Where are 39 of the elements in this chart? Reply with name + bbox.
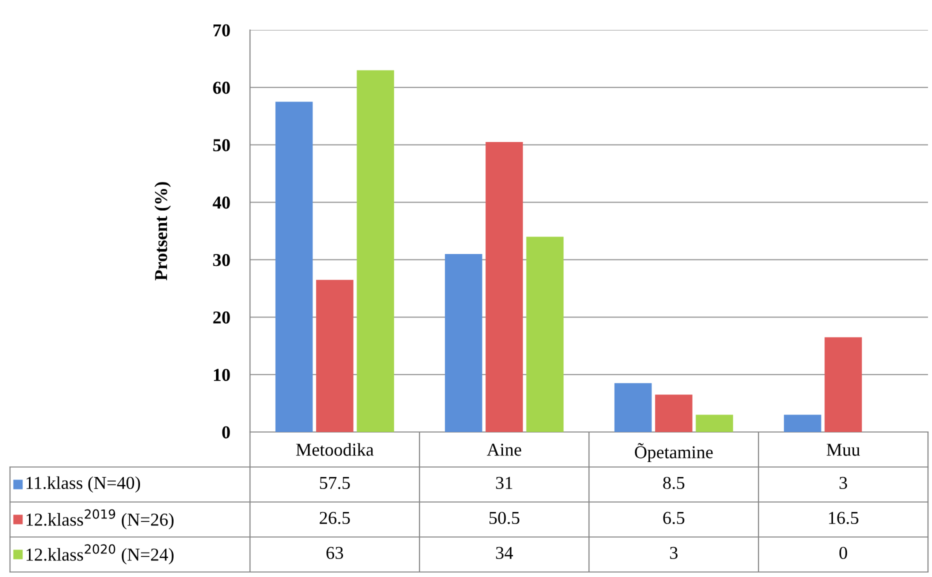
data-label: 8.5 (663, 476, 684, 490)
y-tick-label: 20 (213, 311, 230, 324)
data-label: 6.5 (663, 512, 684, 524)
x-tick-label: Metoodika (296, 443, 374, 456)
bar (356, 70, 394, 432)
bar (526, 236, 564, 432)
bar (614, 383, 652, 432)
x-tick-label: Aine (486, 444, 522, 456)
data-label: 31 (496, 476, 512, 490)
legend-label: 11.klass (N=40) (26, 476, 140, 493)
bar (275, 102, 313, 432)
x-tick-label: Õpetamine (634, 443, 713, 462)
data-label: 26.5 (320, 512, 350, 524)
bar (824, 337, 862, 432)
data-label: 3 (840, 476, 848, 490)
bar (655, 394, 692, 432)
legend-label: 12.klass$^{2019}$ (N=26) (26, 509, 174, 530)
x-tick-label: Muu (826, 444, 860, 456)
y-tick-label: 60 (213, 82, 230, 94)
data-label: 16.5 (829, 512, 858, 524)
data-label: 34 (496, 546, 513, 560)
bar (696, 414, 734, 432)
y-axis-title: Protsent (%) (154, 182, 171, 280)
y-tick-label: 30 (213, 254, 230, 266)
bar (316, 280, 354, 432)
data-label: 63 (326, 546, 344, 560)
y-tick-label: 10 (214, 368, 230, 382)
data-label: 0 (839, 546, 848, 560)
data-label: 57.5 (320, 477, 350, 490)
y-tick-label: 50 (213, 139, 230, 152)
bar (444, 254, 482, 432)
y-tick-label: 70 (214, 24, 230, 36)
y-tick-label: 0 (222, 426, 230, 438)
bar (486, 142, 523, 432)
data-label: 50.5 (490, 512, 520, 524)
legend-label: 12.klass$^{2020}$ (N=24) (26, 544, 174, 564)
data-label: 3 (670, 546, 678, 560)
bar (784, 414, 822, 432)
y-tick-label: 40 (212, 196, 230, 209)
